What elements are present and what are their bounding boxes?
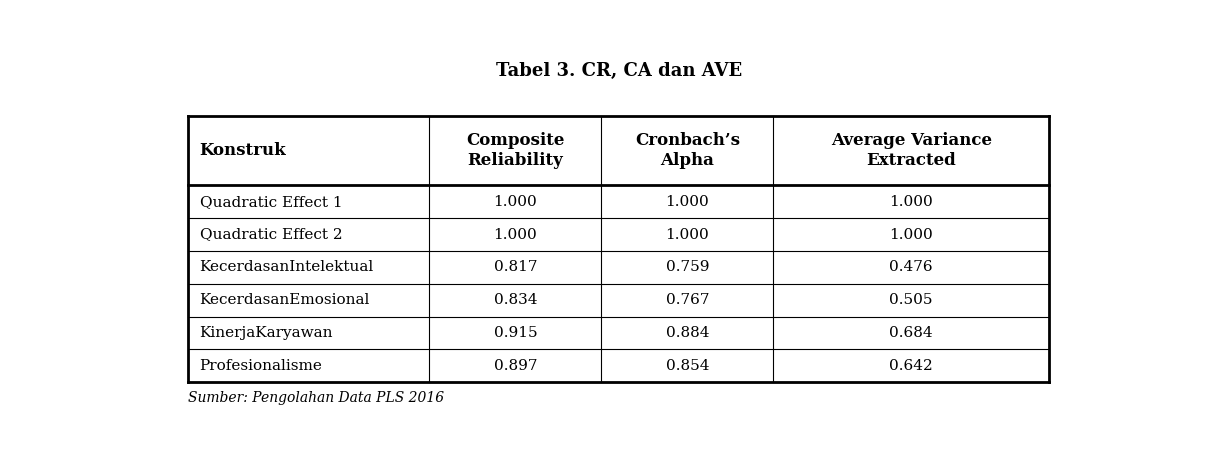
Text: 0.759: 0.759 [666,260,710,274]
Text: 0.817: 0.817 [494,260,537,274]
Text: 0.915: 0.915 [494,326,537,340]
Text: 1.000: 1.000 [665,228,710,242]
Text: Composite
Reliability: Composite Reliability [466,132,565,169]
Text: 0.884: 0.884 [666,326,710,340]
Text: 0.505: 0.505 [890,293,933,307]
Text: 0.854: 0.854 [666,359,710,373]
Text: KecerdasanIntelektual: KecerdasanIntelektual [199,260,374,274]
Text: Quadratic Effect 2: Quadratic Effect 2 [199,228,342,242]
Text: 1.000: 1.000 [494,228,537,242]
Text: 0.476: 0.476 [890,260,933,274]
Text: 1.000: 1.000 [665,195,710,209]
Text: 0.767: 0.767 [666,293,710,307]
Text: 0.642: 0.642 [890,359,933,373]
Text: 1.000: 1.000 [890,195,933,209]
Text: Profesionalisme: Profesionalisme [199,359,322,373]
Text: Cronbach’s
Alpha: Cronbach’s Alpha [635,132,740,169]
Text: Average Variance
Extracted: Average Variance Extracted [830,132,992,169]
Text: 0.834: 0.834 [494,293,537,307]
Text: 0.897: 0.897 [494,359,537,373]
Text: 1.000: 1.000 [890,228,933,242]
Text: KinerjaKaryawan: KinerjaKaryawan [199,326,333,340]
Text: Quadratic Effect 1: Quadratic Effect 1 [199,195,342,209]
Text: 0.684: 0.684 [890,326,933,340]
Text: Tabel 3. CR, CA dan AVE: Tabel 3. CR, CA dan AVE [496,62,741,80]
Text: KecerdasanEmosional: KecerdasanEmosional [199,293,369,307]
Text: Konstruk: Konstruk [199,142,286,159]
Text: Sumber: Pengolahan Data PLS 2016: Sumber: Pengolahan Data PLS 2016 [188,391,444,405]
Text: 1.000: 1.000 [494,195,537,209]
